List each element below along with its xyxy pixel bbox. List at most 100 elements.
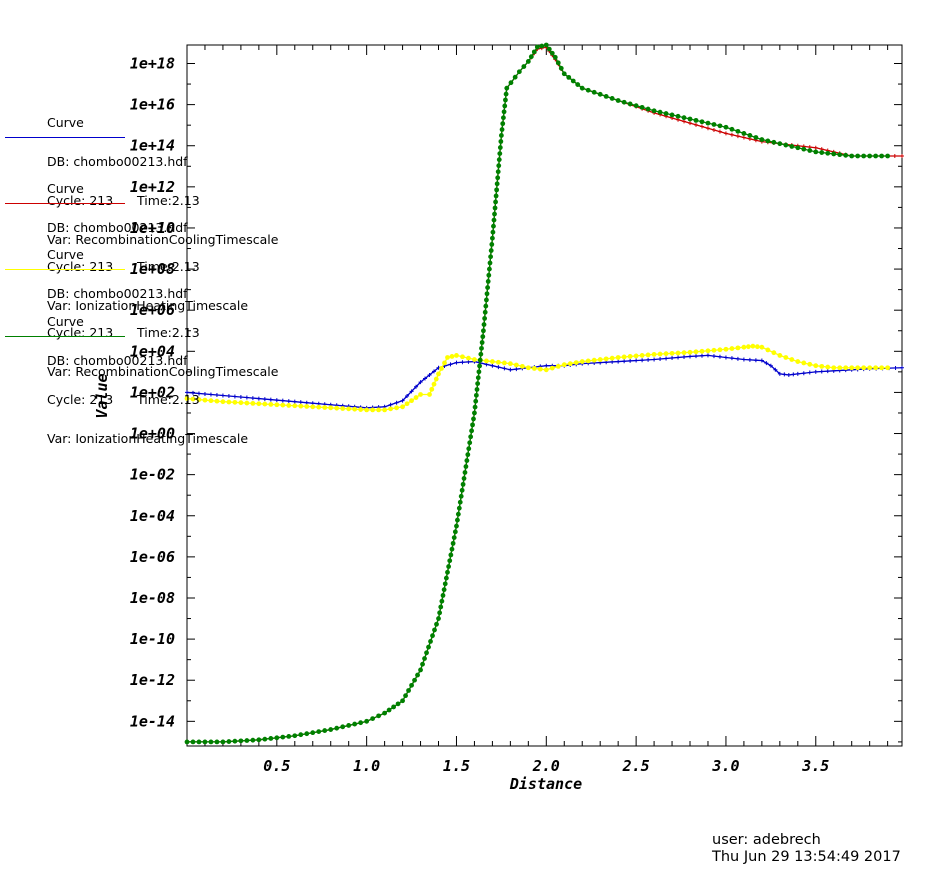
y-tick-labels: 1e+18 1e+16 1e+14 1e+12 1e+10 1e+08 1e+06 1e+04… [130,55,175,731]
data-point [232,394,237,399]
data-point [409,682,414,688]
data-point [499,127,505,132]
y-tick-label: 1e+14 [130,137,175,155]
legend-entry: Curve DB: chombo00213.hdf Cycle: 213 Tim… [0,156,300,312]
data-point [729,126,735,132]
x-tick-label: 3.5 [801,757,829,775]
data-point [639,353,645,358]
data-point [286,403,292,408]
data-point [504,85,510,91]
data-point [507,361,513,367]
data-point [813,363,819,369]
series-line [186,354,903,409]
data-point [764,361,769,366]
data-point [717,347,723,353]
data-point [415,672,420,678]
data-point [256,396,261,401]
data-point [699,119,705,125]
data-point [900,365,904,370]
data-point [358,720,364,726]
data-point [492,205,498,211]
legend-entry: Curve DB: chombo00213.hdf Cycle: 213 Tim… [0,90,300,246]
data-point [699,353,704,358]
data-point [645,352,651,358]
data-point [431,381,437,387]
data-point [244,738,250,743]
data-point [723,131,728,136]
data-point [534,44,540,50]
data-point [694,122,699,127]
data-point [501,109,507,115]
data-point [316,729,322,735]
data-point [202,739,208,745]
data-point [454,353,459,358]
data-point [292,403,298,409]
data-point [711,127,716,132]
data-point [190,396,196,402]
data-point [447,558,453,564]
data-point [418,667,423,673]
data-point [448,362,453,367]
data-point [807,361,813,367]
data-point [843,152,849,158]
data-point [262,736,268,742]
data-point [495,169,501,175]
data-point [304,404,310,409]
data-point [711,122,717,127]
data-point [481,322,487,327]
data-point [566,74,572,80]
data-point [445,355,450,360]
timestamp: Thu Jun 29 13:54:49 2017 [712,849,901,865]
data-point [801,371,806,376]
data-point [262,397,267,402]
data-point [492,211,497,217]
data-point [432,369,437,374]
data-point [370,407,376,413]
data-point [436,616,441,621]
data-point [459,487,465,493]
data-point [543,367,549,373]
data-point [479,345,484,351]
data-point [442,360,447,366]
data-point [487,266,492,272]
data-point [754,344,760,350]
data-point [741,357,746,362]
data-point [493,193,499,199]
data-point [837,365,843,371]
data-point [500,121,506,127]
data-point [610,359,615,364]
data-point [423,376,428,381]
y-tick-label: 1e-02 [130,466,175,484]
data-point [286,399,291,404]
data-point [400,404,405,410]
data-point [496,157,502,163]
data-point [521,64,527,69]
data-point [539,43,545,49]
data-point [346,723,352,728]
data-point [622,359,627,364]
data-point [493,199,498,205]
data-point [438,604,444,610]
data-point [426,644,431,650]
data-point [450,540,456,546]
data-point [651,351,657,357]
data-point [483,303,489,309]
data-point [220,393,225,398]
data-point [496,365,501,370]
data-point [777,141,783,147]
data-point [238,738,244,744]
data-point [621,354,627,360]
series-3 [184,42,891,745]
data-point [765,138,771,144]
y-tick-label: 1e-12 [130,671,175,689]
data-point [442,581,448,587]
data-point [268,402,274,407]
data-point [464,458,470,463]
data-point [491,223,496,229]
y-tick-label: 1e+10 [130,219,175,237]
data-point [486,272,492,278]
data-point [400,398,405,403]
data-point [463,464,469,469]
data-point [501,115,506,121]
data-point [675,113,681,119]
